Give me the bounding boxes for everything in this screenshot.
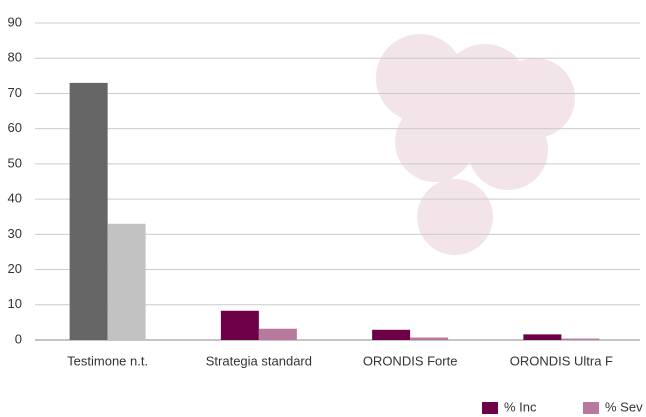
bar	[523, 334, 561, 340]
bar	[108, 224, 146, 340]
x-tick-label: ORONDIS Ultra F	[510, 353, 613, 368]
y-tick-label: 0	[15, 331, 22, 346]
bar	[70, 83, 108, 340]
x-tick-label: ORONDIS Forte	[363, 353, 458, 368]
x-tick-label: Testimone n.t.	[67, 353, 148, 368]
legend-swatch	[482, 402, 498, 414]
bar	[372, 330, 410, 340]
y-tick-label: 50	[8, 155, 22, 170]
y-tick-label: 10	[8, 296, 22, 311]
legend-label: % Sev	[605, 399, 643, 414]
y-tick-label: 40	[8, 191, 22, 206]
legend-swatch	[583, 402, 599, 414]
y-tick-label: 90	[8, 14, 22, 29]
x-tick-label: Strategia standard	[206, 353, 312, 368]
legend-label: % Inc	[504, 399, 537, 414]
bar	[259, 329, 297, 340]
y-tick-label: 20	[8, 261, 22, 276]
y-tick-label: 60	[8, 120, 22, 135]
bar	[410, 338, 448, 340]
bar	[221, 311, 259, 340]
bar	[561, 339, 599, 340]
watermark	[376, 34, 575, 255]
y-tick-label: 70	[8, 85, 22, 100]
y-tick-label: 80	[8, 50, 22, 65]
y-tick-label: 30	[8, 226, 22, 241]
chart: 0 10 20 30 40 50 60 70 80 90 Testimone n.t. Strateg…	[0, 0, 646, 417]
